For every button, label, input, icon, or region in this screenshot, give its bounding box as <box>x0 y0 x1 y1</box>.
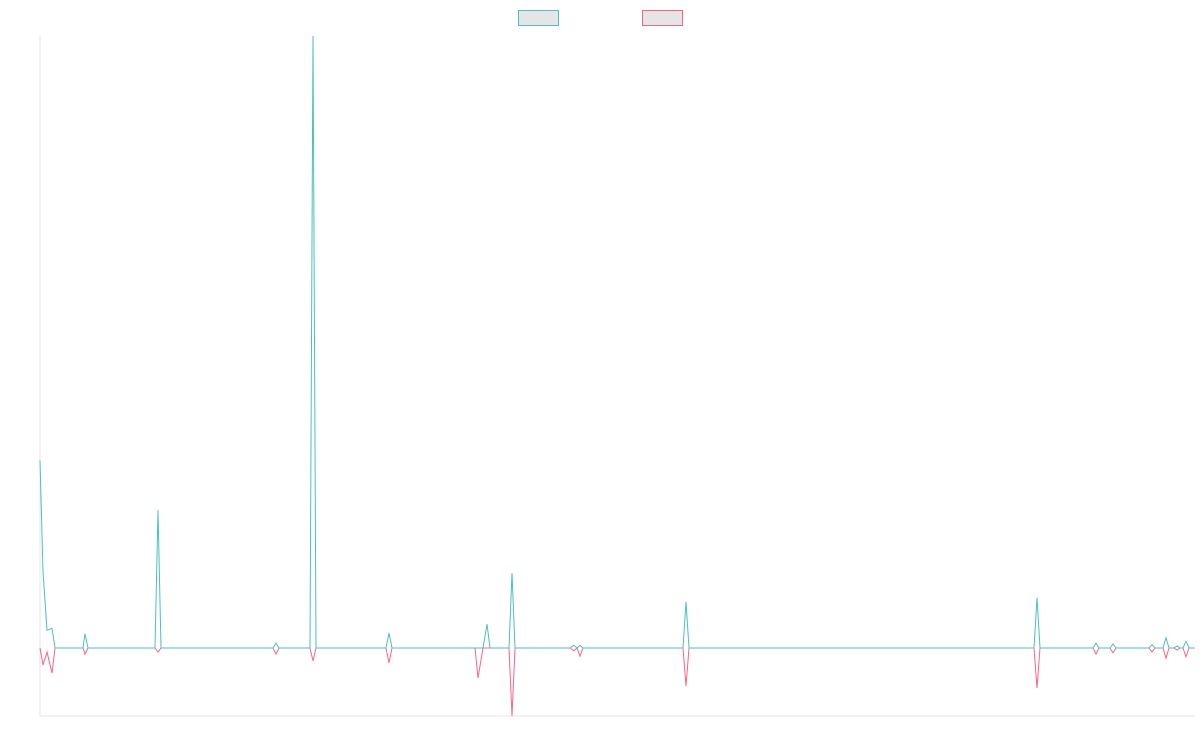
legend-swatch <box>642 10 683 26</box>
legend-swatch <box>518 10 559 26</box>
data-line <box>39 647 1195 717</box>
data-line <box>39 35 1195 649</box>
